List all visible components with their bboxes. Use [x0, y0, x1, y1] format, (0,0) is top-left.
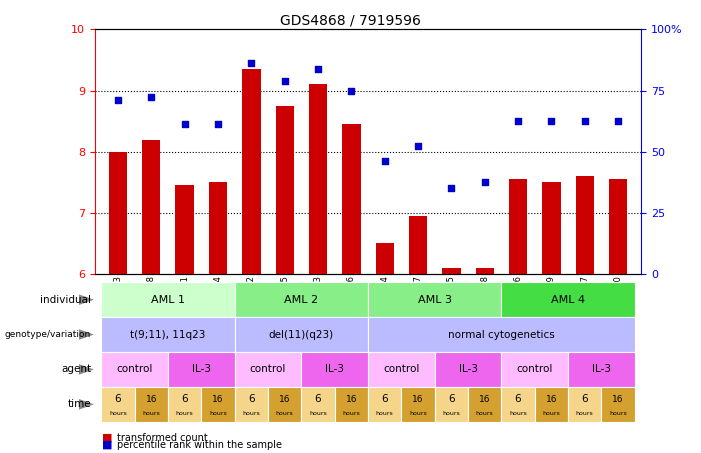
Text: 6: 6 — [448, 394, 455, 404]
Text: 6: 6 — [315, 394, 321, 404]
Bar — [242, 69, 261, 274]
Bar — [309, 85, 327, 274]
Text: hours: hours — [476, 410, 494, 415]
Text: 6: 6 — [581, 394, 588, 404]
Text: hours: hours — [543, 410, 560, 415]
Point — [446, 185, 457, 192]
Text: 6: 6 — [115, 394, 121, 404]
Text: time: time — [67, 399, 91, 410]
Point — [246, 59, 257, 67]
Polygon shape — [79, 329, 94, 340]
Text: control: control — [116, 364, 153, 375]
Text: hours: hours — [275, 410, 294, 415]
Bar — [109, 152, 127, 274]
Text: hours: hours — [309, 410, 327, 415]
Bar — [475, 268, 494, 274]
Text: 16: 16 — [212, 395, 224, 404]
Bar — [342, 124, 360, 274]
Text: individual: individual — [40, 294, 91, 305]
Text: hours: hours — [509, 410, 527, 415]
Point — [313, 66, 324, 73]
Point — [579, 118, 590, 125]
Text: hours: hours — [142, 410, 161, 415]
Bar — [175, 185, 193, 274]
Point — [346, 87, 357, 94]
Text: hours: hours — [176, 410, 193, 415]
Point — [279, 78, 290, 85]
Text: IL-3: IL-3 — [325, 364, 344, 375]
Text: 16: 16 — [146, 395, 157, 404]
Bar — [376, 244, 394, 274]
Bar — [142, 140, 161, 274]
Text: IL-3: IL-3 — [458, 364, 477, 375]
Polygon shape — [79, 399, 94, 410]
Text: control: control — [383, 364, 420, 375]
Point — [512, 118, 524, 125]
Text: 16: 16 — [479, 395, 491, 404]
Text: IL-3: IL-3 — [192, 364, 211, 375]
Bar — [609, 179, 627, 274]
Point — [112, 96, 123, 103]
Bar — [275, 106, 294, 274]
Text: hours: hours — [343, 410, 360, 415]
Text: 16: 16 — [412, 395, 424, 404]
Point — [179, 120, 190, 128]
Text: normal cytogenetics: normal cytogenetics — [448, 329, 554, 340]
Text: 16: 16 — [545, 395, 557, 404]
Text: control: control — [250, 364, 286, 375]
Text: hours: hours — [409, 410, 427, 415]
Text: 16: 16 — [613, 395, 624, 404]
Text: hours: hours — [576, 410, 594, 415]
Text: 6: 6 — [182, 394, 188, 404]
Text: 6: 6 — [381, 394, 388, 404]
Bar — [209, 182, 227, 274]
Bar — [442, 268, 461, 274]
Text: genotype/variation: genotype/variation — [5, 330, 91, 339]
Text: IL-3: IL-3 — [592, 364, 611, 375]
Point — [212, 120, 224, 128]
Text: hours: hours — [442, 410, 461, 415]
Bar — [543, 182, 561, 274]
Text: 16: 16 — [279, 395, 290, 404]
Text: ■: ■ — [102, 433, 112, 443]
Text: hours: hours — [609, 410, 627, 415]
Text: agent: agent — [61, 364, 91, 375]
Text: 6: 6 — [248, 394, 254, 404]
Point — [613, 118, 624, 125]
Point — [379, 157, 390, 164]
Text: hours: hours — [209, 410, 227, 415]
Text: 16: 16 — [346, 395, 357, 404]
Point — [146, 93, 157, 101]
Text: percentile rank within the sample: percentile rank within the sample — [117, 440, 282, 450]
Text: hours: hours — [376, 410, 393, 415]
Point — [412, 142, 423, 149]
Text: del(11)(q23): del(11)(q23) — [268, 329, 334, 340]
Polygon shape — [79, 294, 94, 305]
Point — [546, 118, 557, 125]
Text: 6: 6 — [515, 394, 522, 404]
Text: AML 1: AML 1 — [151, 294, 185, 305]
Bar — [409, 216, 427, 274]
Text: hours: hours — [109, 410, 127, 415]
Text: transformed count: transformed count — [117, 433, 207, 443]
Text: t(9;11), 11q23: t(9;11), 11q23 — [130, 329, 205, 340]
Text: GDS4868 / 7919596: GDS4868 / 7919596 — [280, 14, 421, 28]
Point — [479, 178, 490, 186]
Text: ■: ■ — [102, 440, 112, 450]
Polygon shape — [79, 364, 94, 375]
Bar — [576, 176, 594, 274]
Bar — [509, 179, 527, 274]
Text: hours: hours — [243, 410, 260, 415]
Text: control: control — [517, 364, 553, 375]
Text: AML 4: AML 4 — [551, 294, 585, 305]
Text: AML 3: AML 3 — [418, 294, 451, 305]
Text: AML 2: AML 2 — [285, 294, 318, 305]
